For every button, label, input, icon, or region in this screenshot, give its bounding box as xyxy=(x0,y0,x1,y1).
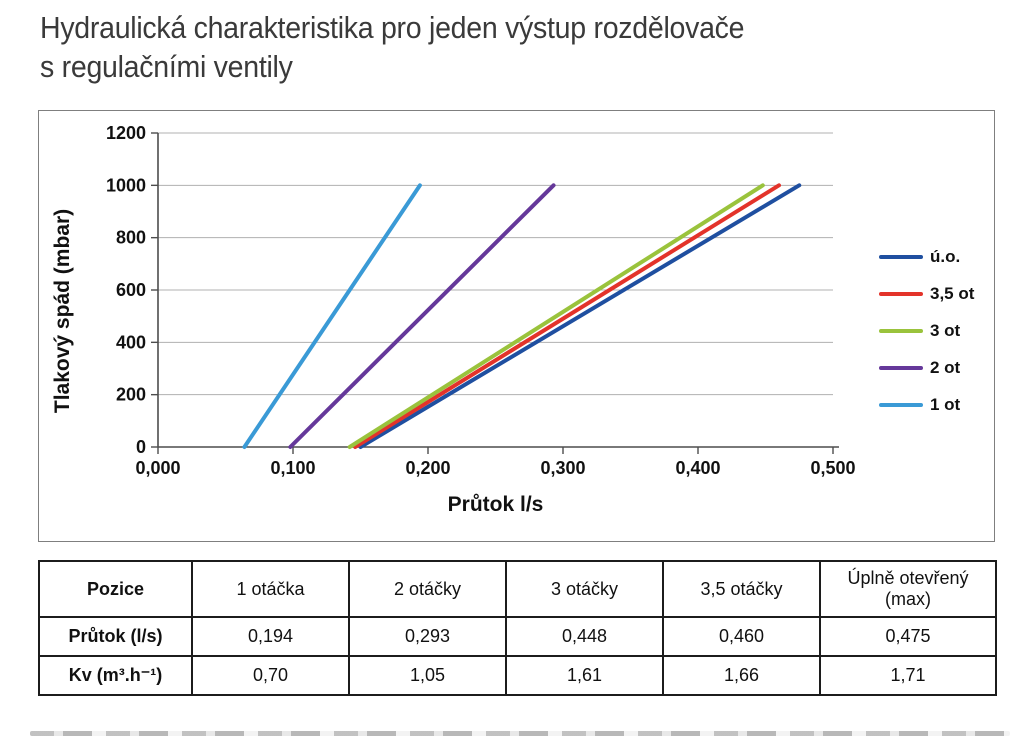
series-line-1 xyxy=(353,183,781,449)
legend-label: 1 ot xyxy=(930,394,961,414)
x-tick-label: 0,000 xyxy=(135,458,180,478)
prutok-value: 0,293 xyxy=(348,616,507,657)
x-tick-label: 0,500 xyxy=(810,458,855,478)
kv-value: 1,71 xyxy=(819,655,997,696)
series-line-3 xyxy=(288,183,556,449)
y-tick-label: 0 xyxy=(136,437,146,457)
legend-label: 3,5 ot xyxy=(930,283,975,303)
table-row-kv: Kv (m³.h⁻¹) 0,70 1,05 1,61 1,66 1,71 xyxy=(38,655,997,696)
table-header-row: Pozice 1 otáčka 2 otáčky 3 otáčky 3,5 ot… xyxy=(38,560,997,618)
table-header-3-otacky: 3 otáčky xyxy=(505,560,664,618)
legend-item: 1 ot xyxy=(879,386,994,423)
table-header-pozice: Pozice xyxy=(38,560,193,618)
series-line-4 xyxy=(242,183,422,449)
legend-line-swatch xyxy=(879,402,923,407)
table-header-1-otacka: 1 otáčka xyxy=(191,560,350,618)
legend-item: ú.o. xyxy=(879,238,994,275)
kv-value: 1,61 xyxy=(505,655,664,696)
kv-value: 1,66 xyxy=(662,655,821,696)
prutok-value: 0,448 xyxy=(505,616,664,657)
table-header-uplne-otevreny: Úplně otevřený (max) xyxy=(819,560,997,618)
page-title: Hydraulická charakteristika pro jeden vý… xyxy=(40,10,745,85)
y-axis-title: Tlakový spád (mbar) xyxy=(51,209,74,413)
row-label-kv: Kv (m³.h⁻¹) xyxy=(38,655,193,696)
prutok-value: 0,460 xyxy=(662,616,821,657)
y-tick-label: 800 xyxy=(116,228,146,248)
scan-artifact-strip xyxy=(30,731,1010,736)
chart-plot: 0 200 400 600 800 1000 1200 0,000 0,100 0,200 0,30… xyxy=(51,123,856,516)
chart-area: 0 200 400 600 800 1000 1200 0,000 0,100 0,200 0,30… xyxy=(38,110,995,542)
series-line-0 xyxy=(358,183,802,449)
legend-item: 3 ot xyxy=(879,312,994,349)
series-line-2 xyxy=(347,183,765,449)
y-tick-label: 400 xyxy=(116,332,146,352)
x-axis-title: Průtok l/s xyxy=(448,493,544,516)
kv-value: 0,70 xyxy=(191,655,350,696)
kv-value: 1,05 xyxy=(348,655,507,696)
legend-label: ú.o. xyxy=(930,246,961,266)
legend-label: 2 ot xyxy=(930,357,961,377)
legend-line-swatch xyxy=(879,254,923,259)
x-tick-label: 0,300 xyxy=(540,458,585,478)
legend-line-swatch xyxy=(879,291,923,296)
x-tick-label: 0,100 xyxy=(270,458,315,478)
prutok-value: 0,194 xyxy=(191,616,350,657)
legend-label: 3 ot xyxy=(930,320,961,340)
prutok-value: 0,475 xyxy=(819,616,997,657)
legend-line-swatch xyxy=(879,365,923,370)
row-label-prutok: Průtok (l/s) xyxy=(38,616,193,657)
characteristics-table: Pozice 1 otáčka 2 otáčky 3 otáčky 3,5 ot… xyxy=(38,560,997,696)
table-row-prutok: Průtok (l/s) 0,194 0,293 0,448 0,460 0,4… xyxy=(38,616,997,657)
legend-item: 3,5 ot xyxy=(879,275,994,312)
legend-line-swatch xyxy=(879,328,923,333)
y-tick-label: 1200 xyxy=(106,123,146,143)
y-tick-label: 600 xyxy=(116,280,146,300)
chart-legend: ú.o. 3,5 ot 3 ot 2 ot 1 ot xyxy=(879,238,994,423)
x-tick-label: 0,200 xyxy=(405,458,450,478)
table-header-2-otacky: 2 otáčky xyxy=(348,560,507,618)
y-tick-label: 200 xyxy=(116,385,146,405)
x-tick-label: 0,400 xyxy=(675,458,720,478)
table-header-3-5-otacky: 3,5 otáčky xyxy=(662,560,821,618)
legend-item: 2 ot xyxy=(879,349,994,386)
y-tick-label: 1000 xyxy=(106,175,146,195)
